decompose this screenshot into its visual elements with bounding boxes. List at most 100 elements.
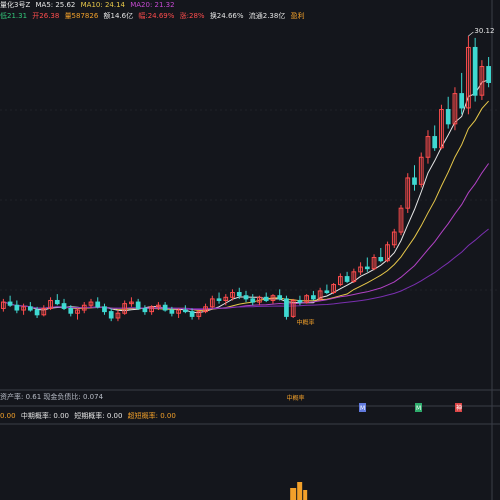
volume-bar [290, 488, 297, 500]
candle-body [398, 207, 404, 233]
candle-body [142, 307, 148, 313]
candle-body [459, 93, 465, 109]
candle-body [297, 299, 303, 303]
candle-body [270, 295, 276, 301]
candle-body [405, 177, 411, 209]
sub-indicator-row: 0.00 中期概率: 0.00 短期概率: 0.00 超短概率: 0.00 [0, 412, 179, 421]
ma5-line [3, 79, 489, 314]
candle-body [391, 231, 397, 246]
candle-body [196, 311, 202, 317]
candles [1, 36, 491, 322]
float-cap-value: 流通2.38亿 [248, 12, 286, 20]
candle-body [324, 290, 330, 294]
candle-body [439, 109, 444, 149]
indicator-name: 量化3号Z [0, 1, 31, 9]
candle-body [34, 309, 40, 316]
candle-body [311, 295, 316, 300]
assets-text: 资产率: 0.61 现金负债比: 0.074 [0, 393, 104, 401]
change-value: 涨:28% [179, 12, 205, 20]
candle-body [176, 309, 181, 314]
candle-body [378, 257, 384, 262]
candle-body [68, 307, 74, 314]
candle-body [466, 46, 471, 109]
candle-body [236, 292, 242, 297]
candle-body [263, 296, 269, 301]
candle-body [486, 66, 491, 83]
candle-body [182, 309, 188, 313]
candle-body [203, 306, 208, 313]
candle-body [412, 177, 417, 185]
ma5-value: MA5: 25.62 [35, 1, 76, 9]
candle-body [331, 284, 336, 294]
candle-body [452, 93, 458, 125]
volume-bars [290, 482, 308, 500]
candle-body [290, 299, 296, 317]
signal-marker: M [360, 405, 365, 412]
candle-body [14, 304, 20, 311]
volume-bar [297, 482, 303, 500]
candle-body [81, 304, 87, 311]
candle-body [351, 271, 357, 282]
candle-body [418, 156, 424, 185]
indicator-header: 量化3号Z MA5: 25.62 MA10: 24.14 MA20: 21.32 [0, 1, 178, 10]
candle-body [41, 307, 47, 316]
sub-value-a: 0.00 [0, 412, 16, 420]
candle-body [358, 266, 363, 273]
candle-body [156, 304, 161, 308]
candle-body [445, 109, 451, 125]
candle-body [472, 46, 478, 96]
candle-body [135, 301, 141, 309]
candle-body [129, 301, 134, 305]
candle-body [425, 136, 431, 158]
candle-body [284, 298, 289, 317]
ma20-value: MA20: 21.32 [130, 1, 175, 9]
candle-body [88, 301, 94, 306]
quote-info-row: 低21.31 开26.38 量587826 额14.6亿 幅:24.69% 涨:… [0, 12, 308, 21]
candle-body [54, 299, 60, 305]
high-pointer [468, 31, 474, 37]
amount-value: 额14.6亿 [103, 12, 134, 20]
candle-body [162, 304, 168, 311]
candle-body [122, 303, 128, 314]
profit-tag: 盈利 [290, 12, 305, 20]
candle-body [223, 296, 229, 301]
short-prob: 短期概率: 0.00 [74, 412, 123, 420]
candle-body [1, 301, 6, 309]
candle-body [364, 266, 370, 270]
mid-prob-label-lower: 中概率 [286, 394, 304, 402]
ma20-line [3, 163, 490, 311]
high-price-label: 30.12 [474, 27, 494, 35]
candle-body [209, 298, 215, 308]
candle-body [189, 311, 195, 317]
candle-body [169, 309, 175, 314]
candle-body [277, 295, 283, 300]
signal-marker-bg [359, 403, 366, 412]
candle-body [385, 244, 390, 262]
candle-body [216, 298, 222, 301]
candle-body [102, 306, 107, 313]
candle-body [149, 306, 154, 313]
amplitude-value: 幅:24.69% [138, 12, 175, 20]
candle-body [21, 306, 26, 311]
turnover-value: 换24.66% [209, 12, 244, 20]
volume-bar [303, 490, 308, 500]
candle-body [371, 257, 377, 270]
assets-row: 资产率: 0.61 现金负债比: 0.074 [0, 393, 106, 402]
candle-body [95, 301, 101, 308]
candle-body [27, 306, 33, 311]
candle-body [344, 276, 350, 282]
volume-value: 量587826 [64, 12, 99, 20]
candle-body [432, 136, 438, 149]
signal-marker-bg [455, 403, 462, 412]
mid-prob-label: 中概率 [297, 318, 315, 326]
candle-body [115, 312, 121, 319]
candle-body [48, 299, 53, 309]
candle-body [243, 295, 249, 300]
candle-body [61, 303, 67, 309]
candle-body [230, 292, 235, 298]
candle-body [479, 66, 485, 96]
signal-marker: 神 [456, 404, 462, 412]
signal-marker-bg [415, 403, 422, 412]
